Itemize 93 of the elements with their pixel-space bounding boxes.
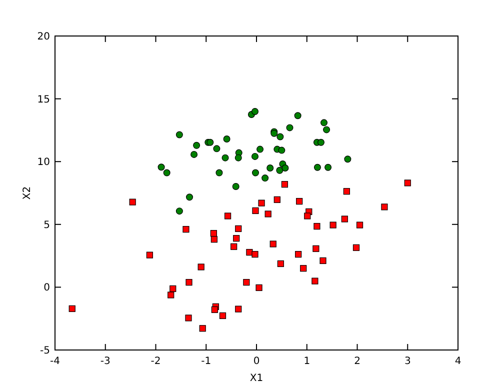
point [235,225,242,232]
point [256,284,262,291]
point [186,279,192,286]
point [256,146,264,153]
x-tick-label: 0 [253,356,260,367]
point [233,235,240,242]
point [68,305,76,312]
x-tick-label: 4 [454,356,462,367]
point [251,152,258,160]
point [234,154,242,162]
point [274,196,280,203]
point [330,222,336,228]
point [211,306,218,313]
point [210,230,217,237]
point [163,169,170,176]
point [286,124,294,132]
point [314,222,320,230]
point [252,250,258,258]
point [168,292,174,298]
x-tick-label: 1 [304,356,310,367]
point [252,169,259,176]
point [294,112,302,120]
point [219,312,226,320]
point [223,135,230,142]
point [251,108,258,115]
point [304,212,311,220]
point [314,164,321,171]
point [320,119,328,126]
point [404,180,411,186]
point [317,138,324,146]
x-tick-label: -2 [150,356,161,367]
point [216,169,223,176]
point [276,166,284,174]
x-tick-label: -3 [100,356,110,367]
point [246,248,253,256]
point [176,208,183,215]
point [344,156,352,163]
point [243,279,250,286]
x-tick-label: 3 [404,356,411,367]
point [170,285,176,292]
point [323,126,330,134]
point [185,314,192,322]
y-axis-title: X2 [22,186,33,200]
y-tick-label: 10 [37,157,50,168]
point [278,146,286,154]
point [252,207,259,214]
point [190,150,198,158]
x-tick-label: 2 [354,356,360,367]
point [222,154,229,162]
x-tick-label: -4 [50,356,60,367]
point [381,204,388,210]
point [266,164,274,172]
x-axis-title: X1 [250,373,264,384]
point [296,198,303,205]
point [193,142,200,149]
point [262,174,269,182]
point [213,145,220,152]
point [232,182,240,190]
point [312,245,320,252]
point [198,264,204,270]
point [129,198,136,206]
point [320,257,326,264]
y-tick-label: 15 [37,94,50,106]
point [230,243,238,250]
point [235,306,242,312]
point [356,222,364,228]
point [312,278,318,284]
point [258,200,265,206]
point [264,210,272,218]
point [186,194,193,201]
point [146,252,154,258]
point [281,181,288,188]
point [341,216,348,222]
point [182,226,190,233]
point [324,164,332,171]
y-tick-label: 0 [44,282,50,294]
point [210,236,218,243]
y-tick-label: -5 [40,346,50,356]
point [176,131,183,138]
point [352,244,360,251]
point [277,260,284,268]
point [270,240,276,248]
point [300,265,307,272]
point [199,325,206,332]
point [282,164,289,172]
x-tick-label: -1 [201,356,212,367]
point [158,164,165,171]
point [295,250,302,258]
y-tick-label: 5 [44,220,50,231]
point [343,188,350,195]
point [276,133,284,140]
point [224,212,232,220]
y-tick-label: 20 [37,32,50,42]
